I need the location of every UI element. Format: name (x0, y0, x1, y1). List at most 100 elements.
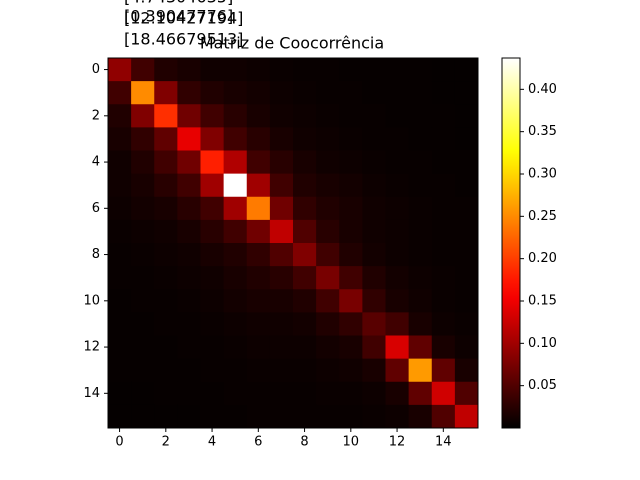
colorbar (501, 57, 521, 429)
heatmap-cell (154, 219, 178, 244)
heatmap-cell (339, 312, 363, 336)
heatmap-cell (177, 358, 201, 383)
heatmap-cell (177, 219, 201, 244)
colorbar-tick-label: 0.25 (528, 209, 557, 224)
heatmap-cell (385, 358, 410, 383)
heatmap-cell (362, 219, 386, 244)
heatmap-cell (408, 81, 433, 105)
heatmap-cell (108, 243, 132, 267)
heatmap-cell (408, 196, 433, 221)
heatmap-cell (246, 219, 271, 244)
heatmap-cell (362, 312, 386, 336)
x-tick-label: 12 (389, 435, 406, 450)
heatmap-cell (385, 173, 410, 198)
heatmap-cell (154, 358, 178, 383)
heatmap-cell (269, 381, 294, 406)
heatmap-cell (362, 104, 386, 128)
heatmap-cell (269, 127, 294, 151)
heatmap-cell (431, 219, 456, 244)
heatmap-cell (131, 312, 155, 336)
heatmap-cell (269, 335, 294, 360)
heatmap-cell (108, 127, 132, 151)
heatmap-cell (131, 404, 155, 429)
x-tick-label: 0 (115, 435, 123, 450)
heatmap-cell (408, 335, 433, 360)
heatmap-cell (362, 381, 386, 406)
heatmap-cell (408, 150, 433, 175)
heatmap-cell (223, 127, 248, 151)
heatmap-cell (454, 358, 479, 383)
heatmap-cell (316, 219, 340, 244)
heatmap-cell (362, 335, 386, 360)
heatmap-cell (431, 104, 456, 128)
heatmap-cell (200, 173, 225, 198)
colorbar-tick-label: 0.05 (528, 378, 557, 393)
heatmap-cell (293, 150, 317, 175)
heatmap-cell (154, 150, 178, 175)
heatmap-cell (408, 289, 433, 313)
heatmap-cell (246, 196, 271, 221)
heatmap-cell (316, 104, 340, 128)
heatmap-cell (362, 173, 386, 198)
heatmap-cell (339, 243, 363, 267)
heatmap-cell (200, 104, 225, 128)
heatmap-cell (131, 358, 155, 383)
heatmap-cell (293, 266, 317, 290)
heatmap-cell (223, 150, 248, 175)
heatmap-cell (108, 404, 132, 429)
colorbar-tick-label: 0.40 (528, 82, 557, 97)
heatmap-cell (246, 104, 271, 128)
heatmap-cell (108, 81, 132, 105)
heatmap-cell (246, 150, 271, 175)
heatmap-cell (316, 127, 340, 151)
heatmap-cell (431, 266, 456, 290)
heatmap-cell (246, 58, 271, 82)
heatmap-cell (339, 173, 363, 198)
heatmap-cell (408, 358, 433, 383)
heatmap-cell (177, 196, 201, 221)
heatmap-cell (431, 58, 456, 82)
heatmap-cell (431, 381, 456, 406)
y-tick-label: 12 (83, 340, 100, 355)
heatmap-cell (223, 381, 248, 406)
heatmap-cell (269, 243, 294, 267)
heatmap-cell (408, 219, 433, 244)
heatmap-cell (385, 312, 410, 336)
heatmap-cell (131, 81, 155, 105)
heatmap-cell (454, 243, 479, 267)
heatmap-cell (131, 335, 155, 360)
heatmap-cell (269, 150, 294, 175)
x-tick-label: 10 (343, 435, 360, 450)
heatmap-cell (269, 81, 294, 105)
colorbar-tick-label: 0.10 (528, 336, 557, 351)
heatmap-cell (408, 381, 433, 406)
heatmap-cell (385, 81, 410, 105)
heatmap-cell (454, 266, 479, 290)
heatmap-cell (223, 358, 248, 383)
annotation: [18.46679513] (124, 30, 243, 49)
heatmap-cell (177, 173, 201, 198)
heatmap-cell (246, 358, 271, 383)
annotation: [0.39047776] (124, 7, 233, 26)
heatmap-cell (269, 58, 294, 82)
heatmap-cell (316, 196, 340, 221)
heatmap-cell (154, 404, 178, 429)
heatmap-cell (177, 58, 201, 82)
annotation: [12.10427194] (124, 9, 243, 28)
heatmap-cell (316, 173, 340, 198)
heatmap-cell (362, 358, 386, 383)
y-tick-label: 8 (92, 247, 100, 262)
heatmap-cell (431, 81, 456, 105)
heatmap-cell (269, 266, 294, 290)
heatmap-cell (154, 127, 178, 151)
heatmap-cell (339, 289, 363, 313)
heatmap-cell (408, 127, 433, 151)
heatmap-cell (408, 58, 433, 82)
heatmap-cell (223, 289, 248, 313)
heatmap-cell (362, 81, 386, 105)
heatmap-cell (269, 358, 294, 383)
heatmap-cell (154, 381, 178, 406)
heatmap-cell (200, 312, 225, 336)
heatmap-cell (223, 335, 248, 360)
heatmap-cell (269, 173, 294, 198)
